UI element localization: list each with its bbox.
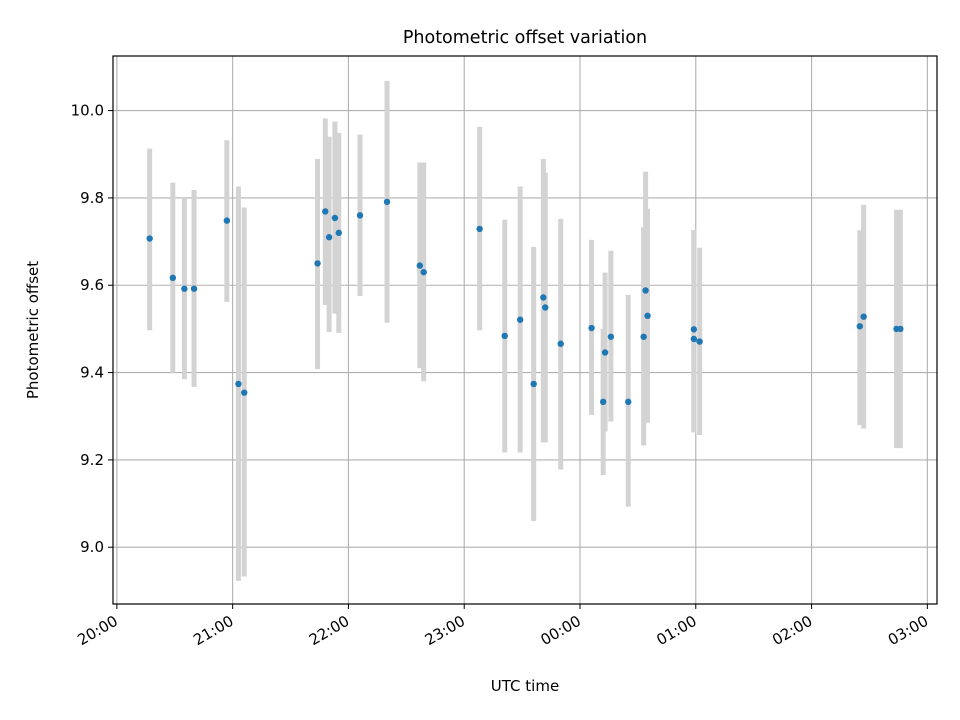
y-tick-label: 10.0 bbox=[71, 102, 104, 120]
x-tick-label: 21:00 bbox=[190, 612, 236, 649]
x-axis-label: UTC time bbox=[491, 677, 559, 695]
data-point bbox=[335, 229, 342, 237]
data-point bbox=[690, 335, 698, 343]
data-point bbox=[181, 285, 188, 292]
data-point bbox=[322, 208, 329, 215]
data-point bbox=[690, 326, 698, 333]
data-point bbox=[530, 380, 537, 388]
data-point bbox=[420, 268, 427, 276]
plot-frame bbox=[112, 55, 938, 605]
data-point bbox=[540, 294, 547, 301]
data-point bbox=[601, 349, 609, 356]
data-point bbox=[557, 340, 564, 347]
data-point bbox=[856, 323, 864, 330]
data-point bbox=[476, 225, 483, 233]
y-tick-label: 9.4 bbox=[80, 364, 104, 382]
error-bars bbox=[147, 80, 903, 581]
data-point bbox=[241, 389, 248, 396]
data-point bbox=[696, 338, 703, 345]
data-point bbox=[588, 324, 595, 332]
data-point bbox=[314, 260, 321, 267]
data-point bbox=[223, 217, 231, 224]
x-tick-label: 03:00 bbox=[885, 612, 931, 649]
data-point bbox=[383, 198, 391, 206]
x-tick-label: 22:00 bbox=[306, 612, 352, 649]
data-point bbox=[501, 332, 508, 340]
data-point bbox=[607, 333, 615, 340]
y-axis-ticks: 9.0 9.2 9.4 9.6 9.8 10.0 bbox=[71, 102, 113, 556]
x-tick-label: 23:00 bbox=[422, 612, 468, 649]
data-point bbox=[542, 304, 549, 311]
data-point bbox=[625, 398, 632, 406]
chart-title: Photometric offset variation bbox=[403, 28, 647, 48]
data-point bbox=[516, 316, 524, 323]
y-tick-label: 9.8 bbox=[80, 189, 104, 207]
x-tick-label: 20:00 bbox=[74, 612, 120, 649]
data-point bbox=[860, 313, 867, 320]
data-point bbox=[897, 325, 904, 333]
data-point bbox=[235, 380, 242, 388]
x-tick-label: 00:00 bbox=[538, 612, 584, 649]
y-tick-label: 9.2 bbox=[80, 451, 104, 469]
data-point bbox=[644, 312, 651, 320]
data-point bbox=[642, 287, 649, 294]
y-tick-label: 9.6 bbox=[80, 276, 104, 294]
data-point bbox=[356, 212, 364, 219]
data-point bbox=[416, 262, 424, 269]
x-tick-label: 01:00 bbox=[653, 612, 699, 649]
x-axis-ticks: 20:00 21:00 22:00 23:00 00:00 01:00 02:00 03:00 bbox=[74, 604, 931, 649]
data-point bbox=[190, 285, 198, 292]
data-point bbox=[146, 235, 153, 242]
data-point bbox=[640, 333, 647, 340]
x-tick-label: 02:00 bbox=[769, 612, 815, 649]
data-point bbox=[331, 214, 339, 222]
data-point bbox=[169, 274, 177, 282]
y-tick-label: 9.0 bbox=[80, 538, 104, 556]
data-points bbox=[146, 198, 904, 406]
y-axis-label: Photometric offset bbox=[24, 261, 42, 399]
data-point bbox=[599, 398, 607, 406]
data-point bbox=[325, 234, 333, 241]
